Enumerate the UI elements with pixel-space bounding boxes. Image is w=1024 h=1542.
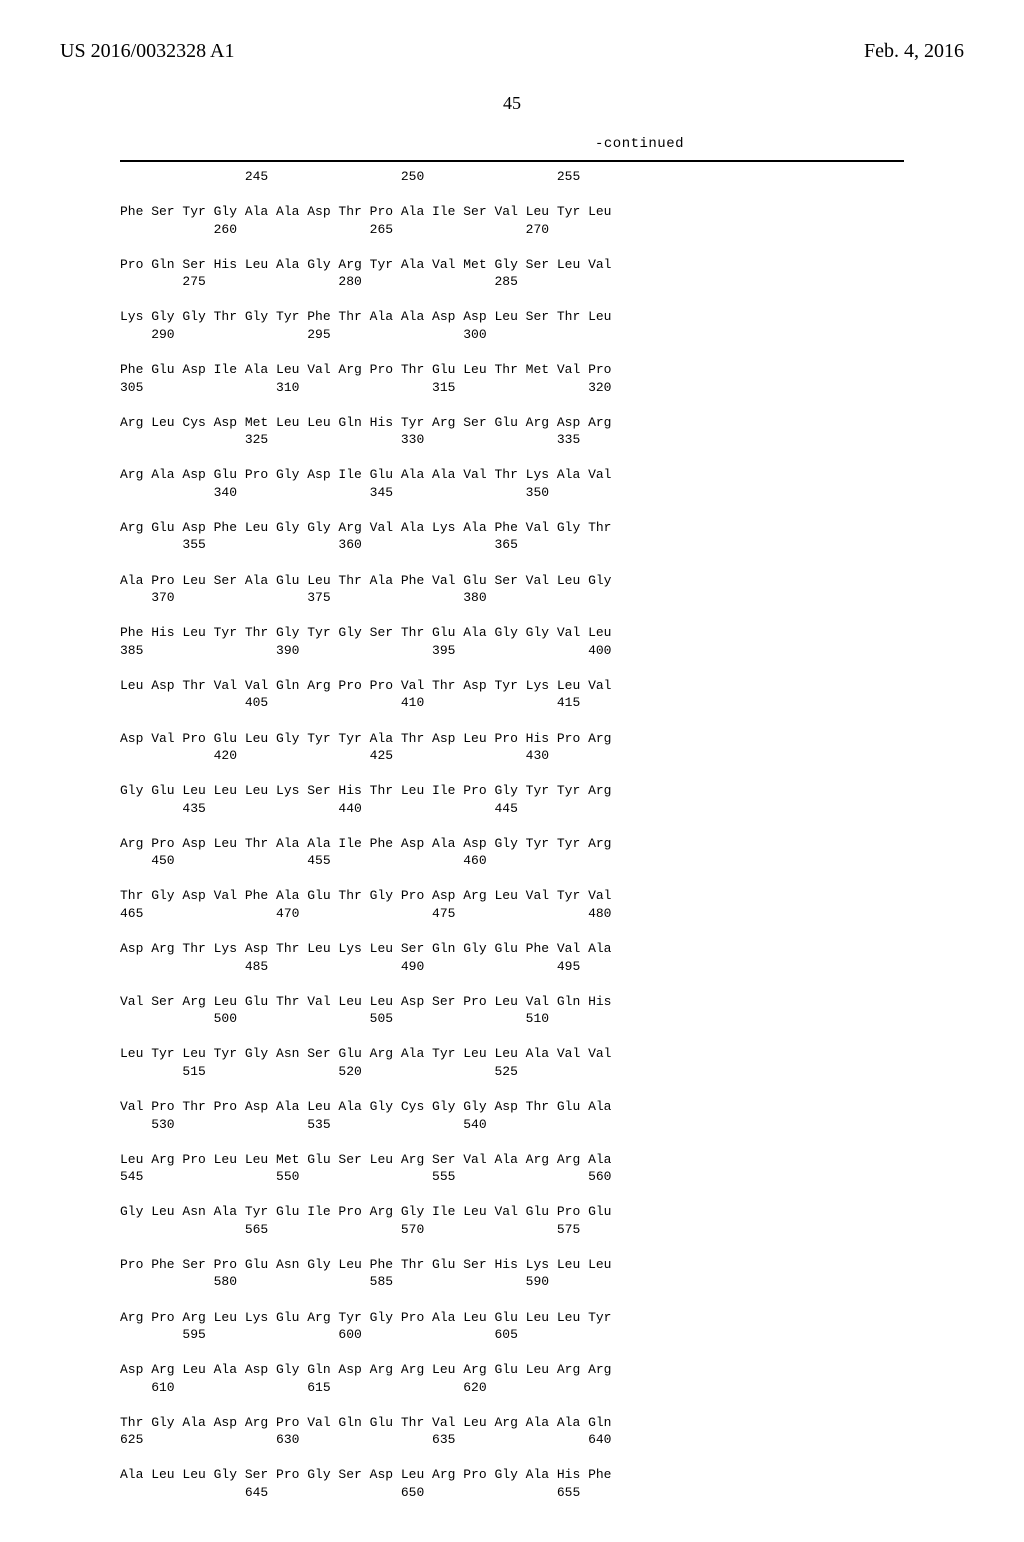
top-rule [120,160,904,162]
continued-label: -continued [120,136,904,152]
publication-date: Feb. 4, 2016 [864,40,964,63]
publication-number: US 2016/0032328 A1 [60,40,234,63]
page: US 2016/0032328 A1 Feb. 4, 2016 45 -cont… [0,0,1024,1542]
page-header: US 2016/0032328 A1 Feb. 4, 2016 [60,40,964,63]
continued-wrap: -continued [120,136,904,152]
sequence-listing: 245 250 255 Phe Ser Tyr Gly Ala Ala Asp … [120,168,904,1502]
page-number: 45 [60,93,964,114]
